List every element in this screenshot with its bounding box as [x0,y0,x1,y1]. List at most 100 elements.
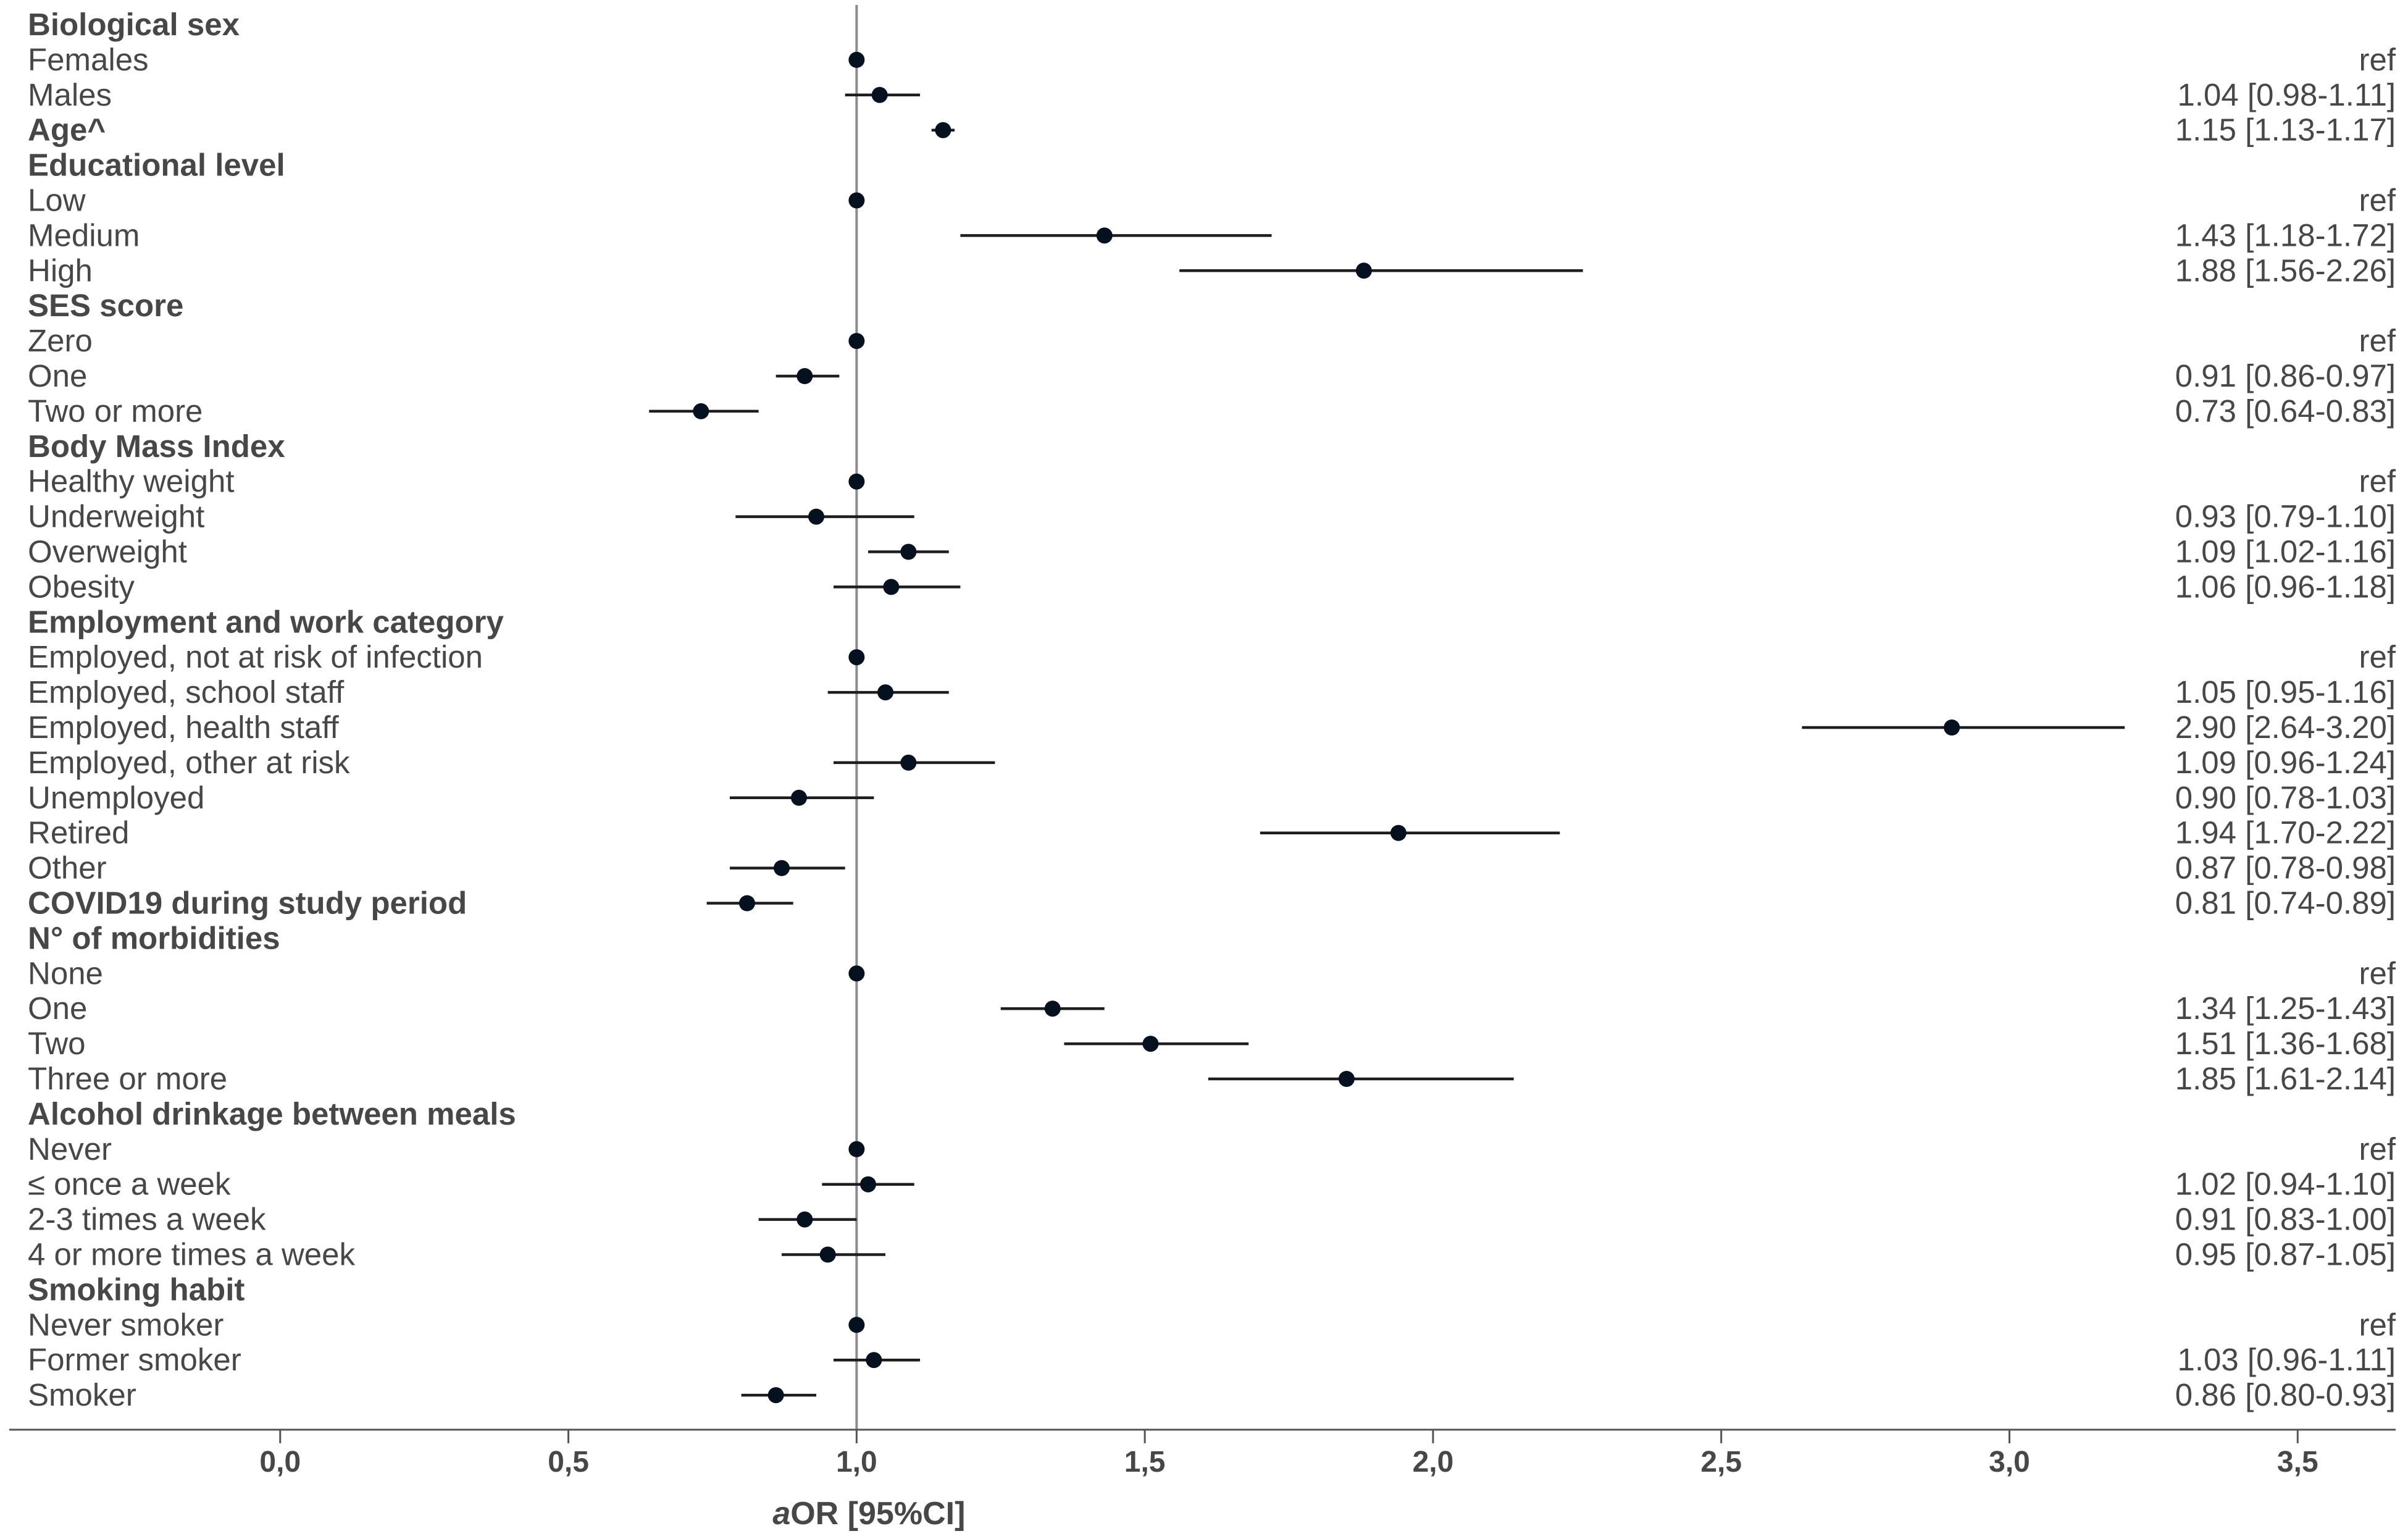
row-label: Employed, health staff [28,710,340,745]
x-axis-title-prefix: a [772,1496,790,1532]
x-tick-label: 1,5 [1124,1446,1166,1478]
or-estimate-text: 1.04 [0.98-1.11] [2178,77,2396,112]
x-tick-label: 3,0 [1989,1446,2030,1478]
or-estimate-text: 0.73 [0.64-0.83] [2175,393,2396,429]
row-label: Employed, other at risk [28,745,350,780]
row-label: Retired [28,815,129,850]
or-estimate-text: 0.90 [0.78-1.03] [2175,780,2396,815]
row-label: 2-3 times a week [28,1202,266,1237]
row-label: Former smoker [28,1342,241,1377]
or-estimate-text: 1.09 [1.02-1.16] [2175,534,2396,569]
reference-text: ref [2359,1307,2396,1342]
x-axis-title-text: OR [95%CI] [790,1496,965,1532]
or-estimate-text: 2.90 [2.64-3.20] [2175,710,2396,745]
or-estimate-text: 1.15 [1.13-1.17] [2175,112,2396,148]
row-header-label: Age^ [28,112,106,148]
or-estimate-text: 1.34 [1.25-1.43] [2175,991,2396,1026]
point-estimates [693,51,1960,1404]
x-tick-label: 2,5 [1700,1446,1742,1478]
row-label: 4 or more times a week [28,1237,356,1272]
x-axis-title: aOR [95%CI] [772,1496,965,1532]
or-estimate-text: 0.91 [0.86-0.97] [2175,358,2396,393]
or-estimate-text: 0.95 [0.87-1.05] [2175,1237,2396,1272]
reference-point [848,51,865,68]
row-label: Females [28,42,149,77]
or-estimate-text: 0.91 [0.83-1.00] [2175,1202,2396,1237]
or-estimate-text: 1.05 [0.95-1.16] [2175,674,2396,710]
row-label: One [28,358,87,393]
x-tick-label: 2,0 [1413,1446,1454,1478]
reference-text: ref [2359,183,2396,218]
or-estimate-text: 1.43 [1.18-1.72] [2175,217,2396,253]
reference-text: ref [2359,1131,2396,1167]
row-header-label: SES score [28,288,183,323]
or-estimate-text: 0.86 [0.80-0.93] [2175,1377,2396,1412]
row-label: Obesity [28,569,135,604]
row-label: Other [28,850,107,886]
row-label: Unemployed [28,780,204,815]
or-point [860,1176,877,1193]
x-tick-label: 0,5 [548,1446,589,1478]
or-estimate-text: 1.85 [1.61-2.14] [2175,1061,2396,1096]
or-point [1142,1036,1159,1052]
reference-text: ref [2359,42,2396,77]
or-point [1096,227,1113,244]
or-point [808,508,825,525]
reference-text: ref [2359,955,2396,991]
row-label: Two [28,1026,86,1061]
or-estimate-text: 0.81 [0.74-0.89] [2175,886,2396,921]
x-tick-label: 1,0 [836,1446,877,1478]
x-tick-label: 3,5 [2277,1446,2318,1478]
row-header-label: Biological sex [28,7,240,42]
row-label: ≤ once a week [28,1167,231,1202]
row-label: Three or more [28,1061,227,1096]
or-estimate-text: 1.02 [0.94-1.10] [2175,1167,2396,1202]
row-label: Underweight [28,499,204,534]
row-label: Males [28,77,112,112]
row-label: High [28,253,93,288]
reference-text: ref [2359,323,2396,358]
or-point [1355,262,1372,279]
reference-point [848,192,865,209]
reference-point [848,333,865,350]
or-point [883,579,900,595]
or-estimate-text: 1.03 [0.96-1.11] [2178,1342,2396,1377]
row-label: Never [28,1131,112,1167]
row-header-label: COVID19 during study period [28,886,467,921]
or-estimate-text: 1.51 [1.36-1.68] [2175,1026,2396,1061]
or-estimate-text: 0.93 [0.79-1.10] [2175,499,2396,534]
or-point [866,1352,882,1369]
x-axis-ticks: 0,0 0,5 1,0 1,5 2,0 2,5 3,0 3,5 [259,1430,2318,1478]
row-header-label: Employment and work category [28,604,504,639]
or-estimate-text: 1.06 [0.96-1.18] [2175,569,2396,604]
x-tick-label: 0,0 [259,1446,301,1478]
row-header-label: Body Mass Index [28,429,285,464]
reference-point [848,649,865,666]
or-point [900,754,917,771]
reference-point [848,1317,865,1333]
or-point [1390,824,1407,841]
row-label: Employed, not at risk of infection [28,639,483,674]
confidence-intervals [649,93,2125,1397]
or-point [796,368,813,384]
reference-point [848,473,865,490]
row-labels: Biological sexFemalesMalesAge^Educationa… [28,7,516,1412]
or-point [935,122,951,138]
or-point [773,860,790,876]
or-estimate-text: 1.88 [1.56-2.26] [2175,253,2396,288]
row-label: Low [28,183,86,218]
row-label: Two or more [28,393,203,429]
or-point [767,1387,784,1404]
or-point [693,403,709,419]
or-point [900,543,917,560]
reference-text: ref [2359,639,2396,674]
row-label: One [28,991,87,1026]
row-label: Never smoker [28,1307,224,1342]
row-header-label: Smoking habit [28,1272,245,1307]
or-point [796,1211,813,1228]
or-estimate-text: 1.09 [0.96-1.24] [2175,745,2396,780]
row-label: Employed, school staff [28,674,345,710]
or-point [1338,1071,1355,1087]
